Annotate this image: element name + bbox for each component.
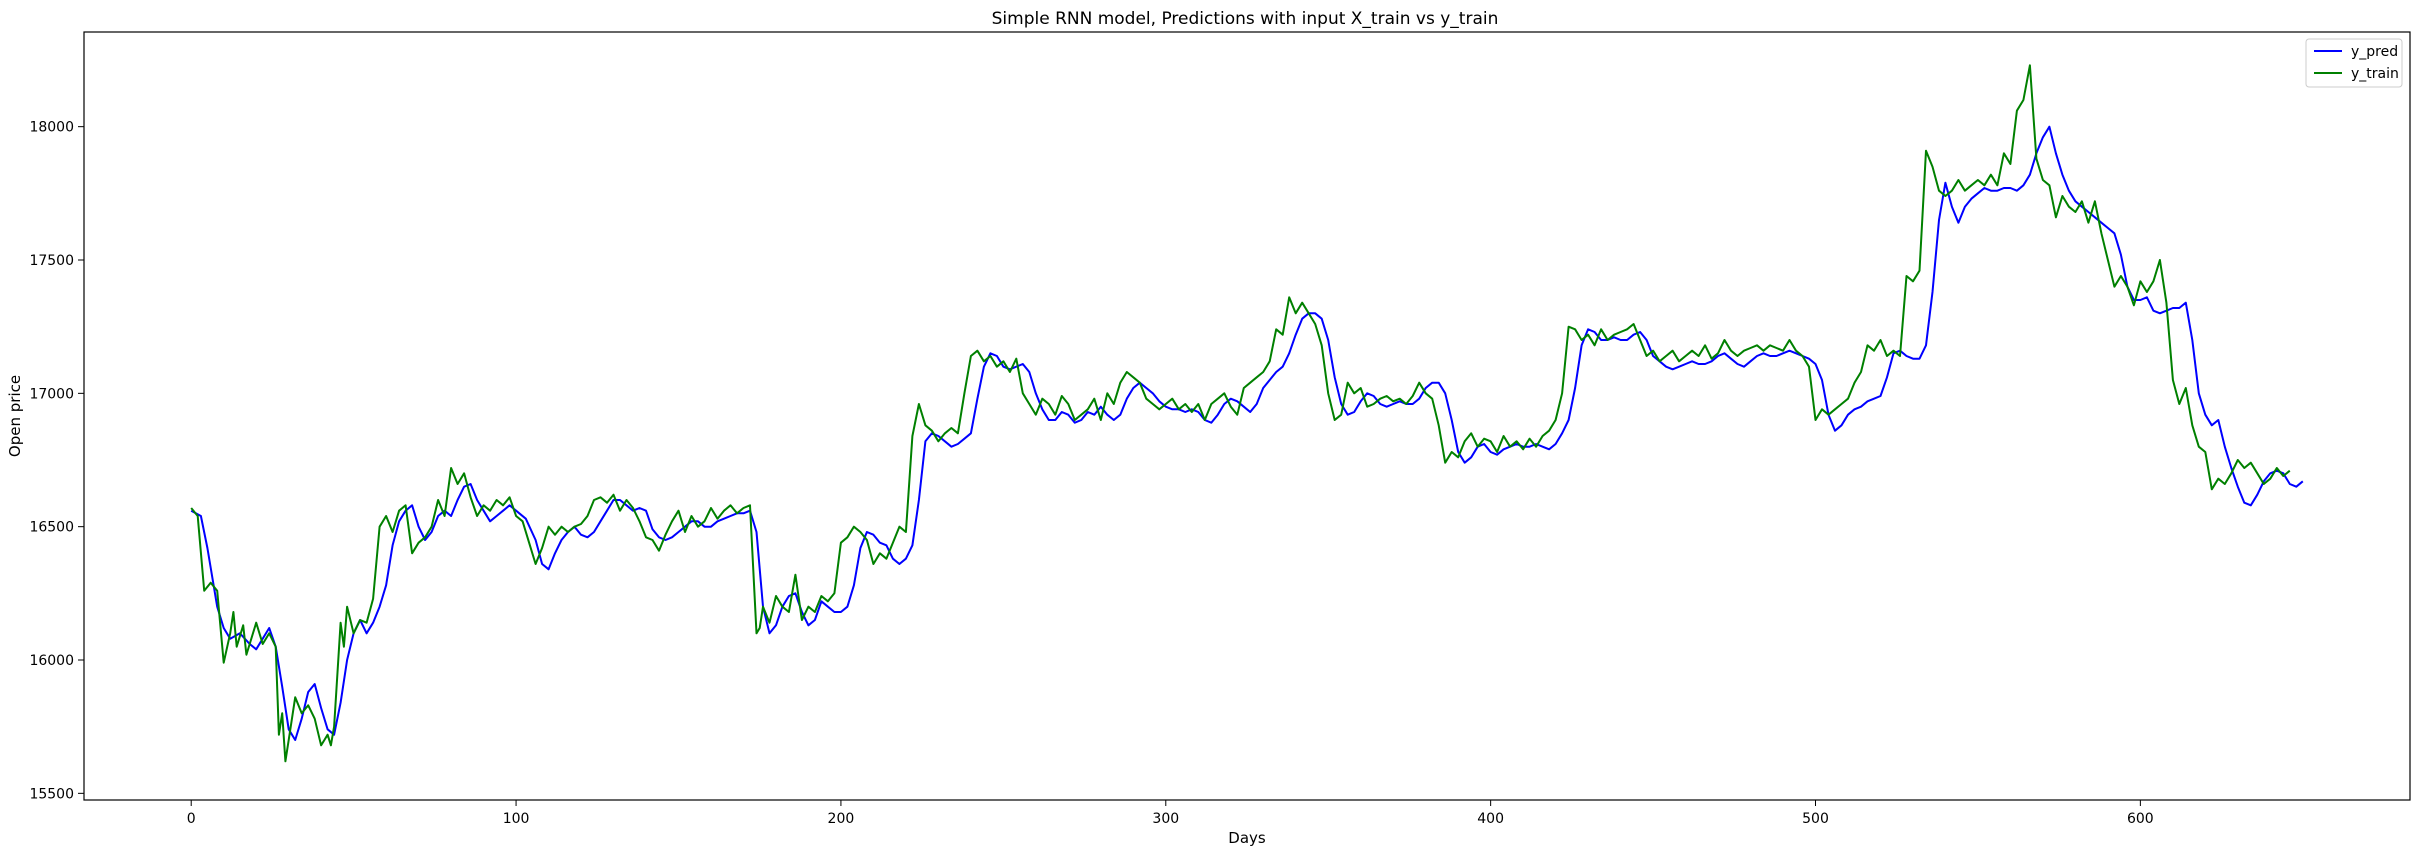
x-tick-label: 600 bbox=[2127, 811, 2154, 827]
x-tick-label: 200 bbox=[828, 811, 855, 827]
y-tick-label: 16500 bbox=[29, 520, 74, 536]
y-tick-label: 17000 bbox=[29, 386, 74, 402]
series-line-y-train bbox=[190, 64, 2291, 763]
axes-frame bbox=[83, 31, 2411, 801]
plot-area bbox=[190, 64, 2304, 763]
y-axis-label: Open price bbox=[6, 375, 24, 457]
y-tick-label: 17500 bbox=[29, 253, 74, 269]
x-tick-label: 400 bbox=[1477, 811, 1504, 827]
legend: y_pred y_train bbox=[2305, 38, 2403, 88]
y-tick-label: 16000 bbox=[29, 653, 74, 669]
x-tick-label: 300 bbox=[1152, 811, 1179, 827]
x-tick-label: 0 bbox=[187, 811, 196, 827]
x-tick-label: 100 bbox=[503, 811, 530, 827]
chart-title: Simple RNN model, Predictions with input… bbox=[992, 9, 1499, 29]
y-tick-label: 15500 bbox=[29, 786, 74, 802]
y-tick-label: 18000 bbox=[29, 120, 74, 136]
x-tick-label: 500 bbox=[1802, 811, 1829, 827]
series-line-y-pred bbox=[190, 125, 2304, 741]
legend-label-y-pred: y_pred bbox=[2351, 44, 2398, 60]
y-axis: 15500 16000 16500 17000 17500 18000 bbox=[29, 120, 84, 802]
x-axis: 0 100 200 300 400 500 600 bbox=[187, 800, 2154, 827]
x-axis-label: Days bbox=[1228, 829, 1266, 847]
legend-label-y-train: y_train bbox=[2351, 66, 2399, 82]
